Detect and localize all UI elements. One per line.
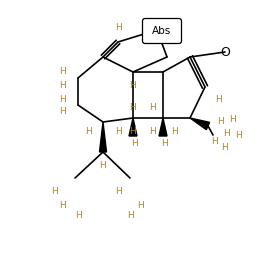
Text: H: H (126, 211, 133, 219)
Text: H: H (214, 95, 221, 105)
Text: H: H (137, 200, 143, 209)
Text: H: H (59, 107, 65, 116)
Text: H: H (217, 116, 223, 126)
Text: H: H (172, 128, 178, 137)
Text: H: H (235, 131, 241, 139)
Text: H: H (131, 139, 138, 148)
Text: H: H (148, 104, 155, 113)
Text: H: H (229, 115, 235, 124)
Text: H: H (130, 104, 136, 113)
Text: H: H (52, 187, 58, 197)
Text: H: H (115, 128, 121, 137)
Polygon shape (190, 118, 210, 130)
Text: H: H (59, 200, 65, 209)
Text: H: H (148, 128, 155, 137)
Text: H: H (222, 144, 228, 153)
Text: H: H (59, 68, 65, 76)
Text: H: H (100, 161, 106, 169)
FancyBboxPatch shape (142, 18, 182, 44)
Text: H: H (75, 211, 81, 219)
Text: H: H (115, 23, 121, 33)
Polygon shape (129, 118, 137, 136)
Text: H: H (130, 128, 136, 137)
Text: H: H (115, 187, 121, 197)
Text: Abs: Abs (152, 26, 172, 36)
Text: H: H (212, 137, 218, 145)
Text: H: H (59, 94, 65, 104)
Text: H: H (85, 128, 91, 137)
Text: O: O (220, 46, 230, 59)
Text: H: H (162, 139, 168, 148)
Polygon shape (100, 122, 106, 152)
Text: H: H (59, 81, 65, 89)
Text: H: H (223, 129, 229, 139)
Polygon shape (159, 118, 167, 136)
Text: H: H (130, 81, 136, 89)
